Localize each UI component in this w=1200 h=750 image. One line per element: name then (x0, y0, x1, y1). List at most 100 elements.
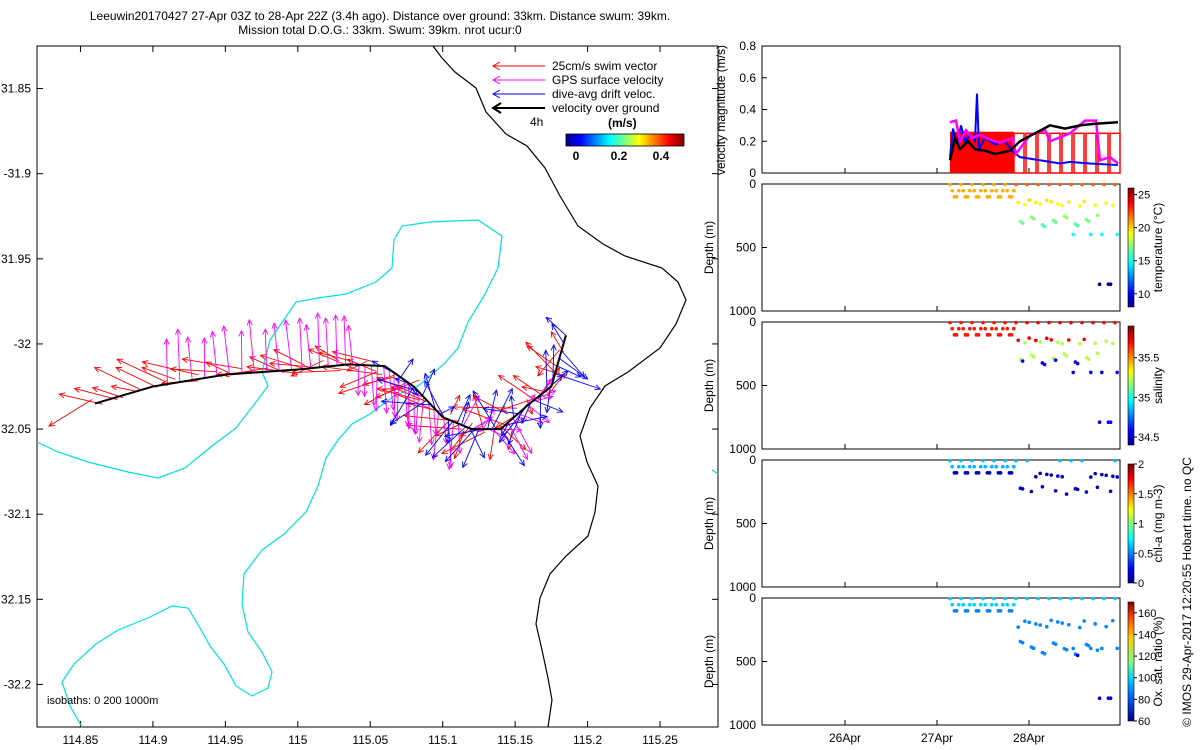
colorbar-tick-label: 160 (1138, 608, 1156, 620)
profile-y-tick-label: 0 (749, 315, 756, 329)
swim-vector-head (520, 384, 528, 391)
profile-dot (957, 326, 961, 331)
gps-vector (539, 378, 552, 396)
profile-dot (1036, 182, 1040, 187)
gps-vector (325, 318, 329, 367)
profile-dot (948, 458, 952, 463)
swim-vector (94, 367, 140, 390)
drift-vector (556, 365, 582, 378)
profile-dot (1115, 370, 1119, 375)
swim-vector-head (169, 366, 177, 373)
profile-dot (1012, 464, 1016, 469)
profile-dot (992, 458, 996, 463)
profile-dot (1020, 640, 1025, 645)
drift-vector (400, 358, 414, 378)
profile-dot (1115, 646, 1119, 651)
gps-vector-head (526, 447, 533, 455)
map-x-tick-label: 115.2 (573, 733, 602, 747)
swim-vector (450, 395, 461, 415)
profile-dot (954, 333, 959, 337)
gps-vector-head (322, 317, 329, 324)
swim-vector-head (272, 349, 280, 355)
swim-vector (141, 367, 176, 380)
drift-vector-head (424, 380, 430, 388)
swim-vector-head (374, 392, 382, 399)
gps-vector-head (355, 389, 362, 397)
drift-vector (561, 350, 585, 378)
speed-colorbar-tick-1: 0.2 (611, 149, 628, 163)
swim-vector-head (141, 360, 149, 366)
profile-dot (965, 471, 970, 475)
gps-vector (347, 325, 354, 365)
profile-ylabel: Depth (m) (702, 497, 716, 550)
profile-dot (968, 602, 972, 607)
profile-dot (1005, 602, 1009, 607)
profile-dot (1029, 489, 1034, 494)
drift-vector (425, 421, 454, 456)
profile-dot (1108, 696, 1113, 701)
swim-vector (116, 358, 166, 383)
gps-vector (299, 318, 303, 370)
profile-dot (981, 596, 985, 601)
profile-dot (1075, 361, 1080, 366)
swim-vector-head (440, 448, 448, 454)
gps-vector-head (543, 416, 551, 424)
profile-dot (961, 602, 965, 607)
profile-dot (1056, 340, 1060, 344)
drift-vector (422, 369, 435, 396)
gps-vector (187, 336, 193, 381)
profile-dot (1111, 203, 1115, 208)
profile-dot (1113, 458, 1117, 463)
isobath-200m-east (711, 469, 719, 475)
swim-vector-head (417, 446, 425, 454)
drift-vector (533, 399, 563, 413)
profile-dot (1080, 596, 1084, 601)
gps-vector-head (246, 318, 253, 326)
profile-dot (1100, 472, 1104, 477)
profile-dot (1056, 202, 1060, 206)
map-x-tick-label: 114.85 (63, 733, 99, 747)
profile-dot (1102, 182, 1106, 187)
legend-drift-label: dive-avg drift veloc. (552, 87, 655, 101)
swim-vector-head (246, 364, 253, 371)
profile-dot (1089, 475, 1093, 479)
profile-dot (1093, 203, 1097, 208)
figure-header: Leeuwin20170427 27-Apr 03Z to 28-Apr 22Z… (0, 9, 760, 37)
profile-dot (1034, 200, 1038, 205)
profile-dot (1014, 458, 1018, 463)
profile-dot (957, 602, 961, 607)
profile-dot (1031, 216, 1036, 221)
gps-vector-head (271, 322, 278, 329)
profile-dot (1075, 487, 1080, 492)
profile-dot (1078, 625, 1082, 630)
swim-vector (347, 360, 367, 372)
drift-vector (552, 344, 555, 382)
profile-dot (1005, 326, 1009, 331)
header-line-2: Mission total D.O.G.: 33km. Swum: 39km. … (238, 23, 522, 37)
profile-dot (1102, 596, 1106, 601)
swim-vector (391, 386, 426, 402)
profile-dot (992, 182, 996, 187)
gps-vector-head (283, 318, 290, 326)
gps-speed-line (949, 119, 1119, 165)
velocity-y-ticks: 0 0.2 0.4 0.6 0.8 (739, 39, 1030, 180)
map-x-tick-label: 115.25 (642, 733, 678, 747)
drift-vector (510, 395, 515, 418)
swim-vector-head (550, 330, 557, 338)
profile-dot (959, 320, 963, 325)
gps-vector-head (529, 394, 536, 401)
map-y-tick-label: 31.95 (1, 252, 31, 266)
profile-dot (1095, 351, 1100, 356)
profile-dot (1069, 320, 1073, 325)
profile-dot (1005, 188, 1009, 193)
profile-dot (1038, 471, 1042, 476)
coastline-isobath (432, 45, 687, 728)
map-x-tick-label: 115.05 (352, 733, 388, 747)
profile-dot (981, 320, 985, 325)
profile-dot (1108, 489, 1113, 494)
profile-dot (1060, 341, 1064, 346)
gps-vector (415, 391, 420, 435)
gps-vector-head (238, 329, 245, 337)
drift-vector (447, 419, 449, 444)
swim-vector-head (454, 394, 461, 402)
